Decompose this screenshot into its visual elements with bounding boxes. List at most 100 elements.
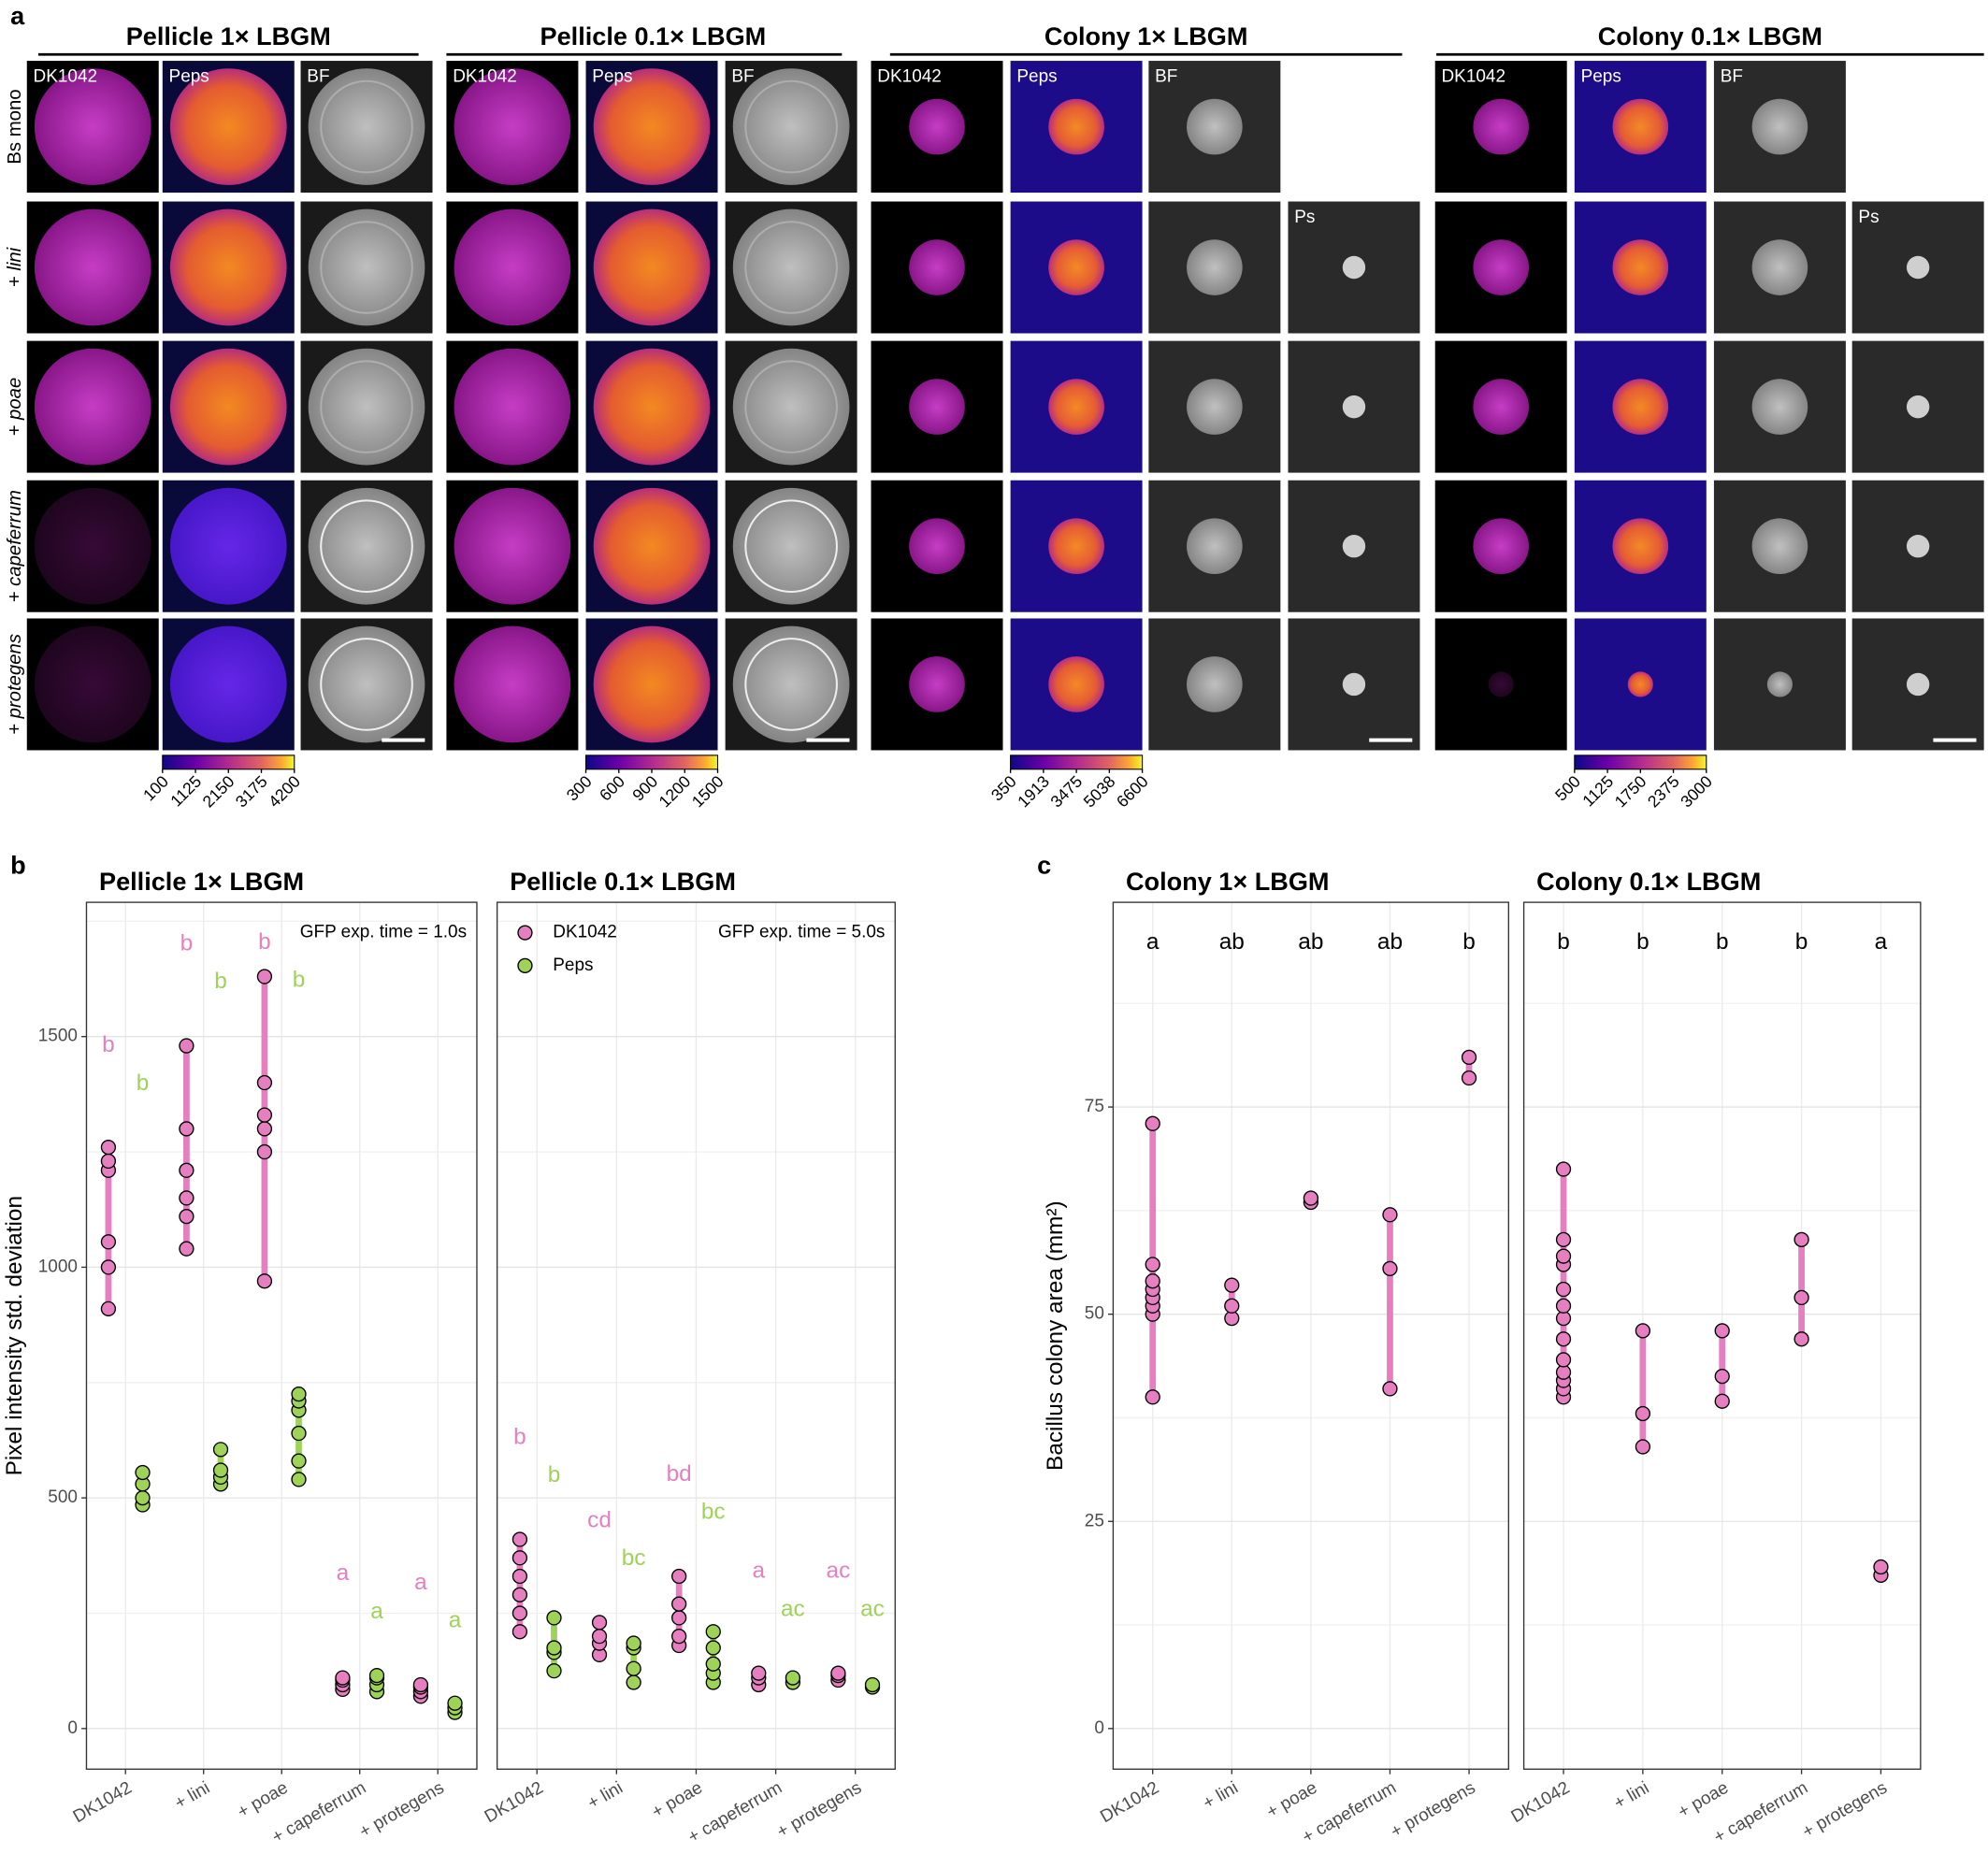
image-content bbox=[169, 487, 287, 605]
colorbar-tick-label: 1750 bbox=[1611, 771, 1650, 811]
x-tick-label: + protegens bbox=[773, 1778, 865, 1843]
image-content bbox=[308, 68, 425, 185]
colorbar-tick-label: 5038 bbox=[1080, 771, 1119, 811]
chart-title: Pellicle 1× LBGM bbox=[99, 867, 304, 896]
colorbar-tick-label: 1125 bbox=[166, 771, 205, 810]
data-point bbox=[335, 1670, 351, 1686]
image-content bbox=[1612, 98, 1669, 155]
data-point bbox=[1382, 1260, 1398, 1277]
data-point bbox=[1555, 1298, 1572, 1314]
colorbar-tick-label: 1125 bbox=[1578, 771, 1617, 810]
y-tick-label: 1500 bbox=[38, 1027, 78, 1046]
data-point bbox=[256, 1121, 273, 1137]
panel-label: b bbox=[10, 850, 26, 879]
significance-letter: b bbox=[102, 1032, 115, 1057]
image-content bbox=[308, 625, 425, 743]
image-content bbox=[34, 487, 151, 605]
data-point bbox=[671, 1568, 687, 1585]
data-point bbox=[1382, 1207, 1398, 1223]
data-point bbox=[179, 1241, 194, 1257]
data-point bbox=[1714, 1393, 1730, 1409]
column-label: BF bbox=[307, 67, 329, 87]
data-point bbox=[1555, 1161, 1572, 1177]
data-point bbox=[511, 1531, 528, 1547]
image-content bbox=[593, 208, 711, 326]
data-point bbox=[1635, 1439, 1651, 1455]
image-content bbox=[454, 625, 571, 743]
image-ring bbox=[320, 79, 413, 174]
row-label: + protegens bbox=[5, 634, 25, 735]
annotation: GFP exp. time = 1.0s bbox=[300, 923, 467, 942]
image-content bbox=[1751, 518, 1808, 575]
image-content bbox=[1906, 255, 1930, 280]
data-point bbox=[256, 1273, 273, 1289]
image-content bbox=[1187, 98, 1243, 155]
significance-letter: b bbox=[180, 931, 194, 956]
column-label: DK1042 bbox=[877, 67, 942, 87]
data-point bbox=[751, 1665, 767, 1681]
image-content bbox=[1751, 98, 1808, 155]
data-point bbox=[100, 1139, 117, 1156]
significance-letter: a bbox=[1146, 929, 1160, 955]
image-content bbox=[1342, 255, 1366, 280]
data-point bbox=[511, 1624, 528, 1640]
data-point bbox=[291, 1472, 307, 1487]
data-point bbox=[256, 1143, 273, 1160]
colorbar bbox=[1010, 754, 1144, 770]
image-content bbox=[169, 68, 287, 185]
image-content bbox=[1048, 518, 1104, 575]
x-tick-label: + protegens bbox=[1388, 1778, 1479, 1843]
panel-a: Bs mono + lini + poae + capeferrum + protege… bbox=[5, 22, 1984, 811]
image-content bbox=[909, 239, 965, 295]
colorbar bbox=[1574, 754, 1707, 770]
colorbar-tick-label: 3000 bbox=[1677, 771, 1716, 811]
data-point bbox=[1555, 1281, 1572, 1298]
data-point bbox=[1635, 1323, 1651, 1339]
legend-label: Peps bbox=[553, 956, 593, 975]
significance-letter: ab bbox=[1219, 929, 1245, 955]
image-ring bbox=[320, 638, 413, 731]
data-point bbox=[291, 1386, 307, 1402]
image-content bbox=[732, 68, 850, 185]
data-point bbox=[705, 1656, 721, 1672]
colorbar-tick-label: 2375 bbox=[1644, 771, 1683, 811]
image-content bbox=[1627, 671, 1653, 697]
data-point bbox=[546, 1610, 562, 1626]
data-point bbox=[671, 1596, 687, 1612]
image-content bbox=[1048, 98, 1104, 155]
x-tick-label: + poae bbox=[1675, 1778, 1732, 1822]
y-tick-label: 500 bbox=[48, 1487, 78, 1507]
significance-letter: ab bbox=[1377, 929, 1403, 955]
significance-letter: b bbox=[1795, 929, 1808, 955]
data-point bbox=[546, 1663, 562, 1679]
image-content bbox=[1751, 379, 1808, 435]
data-point bbox=[1555, 1352, 1572, 1368]
y-axis-label: Pixel intensity std. deviation bbox=[2, 1196, 27, 1475]
x-tick-label: + poae bbox=[649, 1778, 706, 1822]
image-content bbox=[454, 208, 571, 326]
data-point bbox=[1555, 1331, 1572, 1347]
significance-letter: b bbox=[1636, 929, 1649, 955]
data-point bbox=[179, 1162, 194, 1178]
image-content bbox=[1342, 395, 1366, 419]
chart-title: Colony 0.1× LBGM bbox=[1536, 867, 1761, 896]
data-point bbox=[1794, 1331, 1809, 1347]
significance-letter: bc bbox=[622, 1545, 646, 1571]
x-tick-label: + lini bbox=[1611, 1778, 1653, 1814]
data-point bbox=[100, 1300, 117, 1316]
data-point bbox=[1714, 1368, 1730, 1385]
y-tick-label: 0 bbox=[67, 1718, 78, 1738]
column-label: BF bbox=[1155, 67, 1177, 87]
group-title: Colony 1× LBGM bbox=[1044, 22, 1248, 50]
y-tick-label: 75 bbox=[1085, 1097, 1104, 1116]
data-point bbox=[447, 1695, 463, 1711]
column-label: DK1042 bbox=[1441, 67, 1505, 87]
image-ring bbox=[320, 360, 413, 453]
group-title: Colony 0.1× LBGM bbox=[1598, 22, 1822, 50]
significance-letter: b bbox=[1462, 929, 1476, 955]
significance-letter: a bbox=[753, 1559, 766, 1584]
image-content bbox=[1473, 239, 1530, 295]
data-point bbox=[546, 1640, 562, 1656]
